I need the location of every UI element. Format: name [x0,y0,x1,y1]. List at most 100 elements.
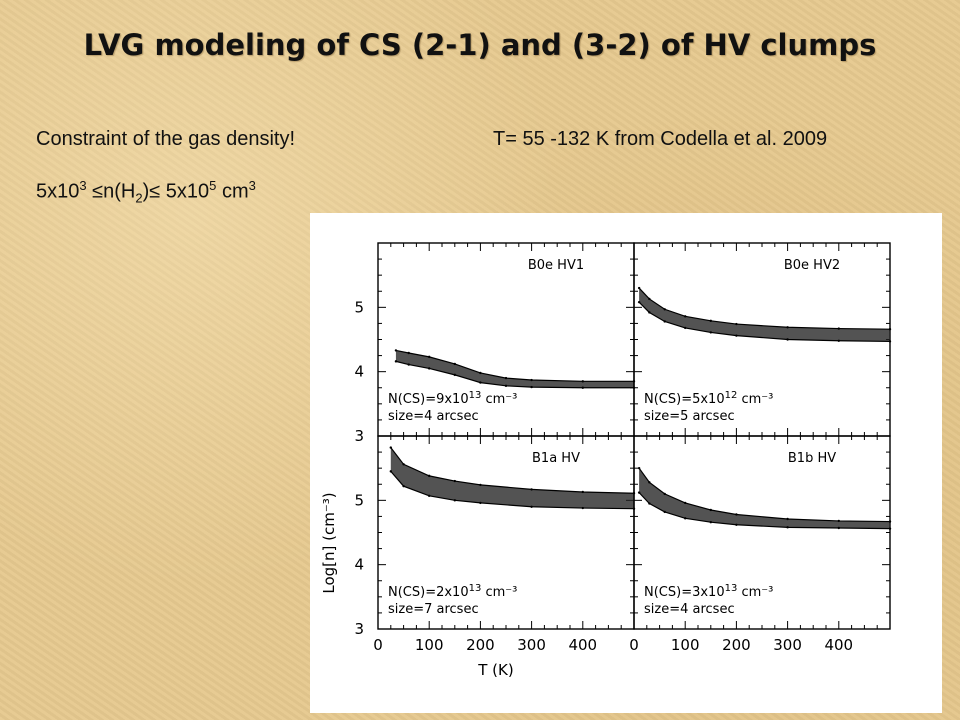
solution-band-2 [639,288,890,342]
data-point [479,501,482,505]
panel-annotation-4: N(CS)=3x1013 cm⁻³ [644,583,773,600]
x-tick-label: 300 [517,636,546,654]
data-point [581,490,584,494]
x-tick-label: 400 [568,636,597,654]
data-point [663,308,666,311]
data-point [407,363,410,366]
data-point [663,320,666,323]
data-point [786,526,789,529]
data-point [786,326,789,329]
data-point [709,508,712,512]
y-tick-label: 3 [354,620,364,638]
solution-band-4 [639,468,890,529]
data-point [735,334,738,337]
lvg-chart: B0e HV1 N(CS)=9x1013 cm⁻³ size=4 arcsec B0e… [320,242,892,679]
y-tick-label: 4 [354,363,364,381]
temperature-reference-text: T= 55 -132 K from Codella et al. 2009 [493,128,828,150]
data-point [530,378,533,382]
data-point [428,474,431,478]
density-constraint-text: Constraint of the gas density! [36,128,296,150]
x-tick-label: 200 [466,636,495,654]
series-line-3-1 [390,447,635,494]
data-point [684,517,687,520]
data-point [581,386,584,389]
data-point [888,328,892,331]
data-point [504,384,508,388]
data-point [709,331,712,334]
panel-size-2: size=5 arcsec [644,409,735,424]
panel-frame-4 [633,435,891,630]
panel-annotation-1: N(CS)=9x1013 cm⁻³ [388,390,517,407]
data-point [837,526,840,530]
data-point [428,494,431,498]
y-tick-label: 5 [354,298,364,316]
data-point [637,491,641,494]
density-lead: 5x10 [36,180,80,203]
data-point [709,521,712,524]
data-point [479,371,482,375]
data-point [389,446,392,449]
data-point [786,517,789,521]
data-point [837,327,840,330]
data-point [453,499,456,502]
data-point [504,376,508,380]
panel-annotation-3: N(CS)=2x1013 cm⁻³ [388,583,517,600]
density-exp-3: 3 [248,178,256,193]
data-point [888,527,892,530]
data-point [663,510,666,514]
panel-title-3: B1a HV [532,451,580,466]
data-point [453,362,456,366]
data-point [684,501,687,505]
data-point [407,351,410,355]
density-mid-2: )≤ 5x10 [142,180,210,203]
data-point [453,479,456,483]
data-point [684,315,687,318]
data-point [663,492,666,496]
panel-size-4: size=4 arcsec [644,602,735,617]
y-axis-label: Log[n] (cm⁻³) [320,492,338,593]
panel-title-2: B0e HV2 [784,258,840,273]
data-point [735,322,738,326]
data-point [786,338,789,341]
lvg-figure: B0e HV1 N(CS)=9x1013 cm⁻³ size=4 arcsec B0e… [310,213,942,713]
y-tick-label: 4 [354,556,364,574]
data-point [837,339,840,342]
panel-frame-1 [377,242,635,437]
panel-title-1: B0e HV1 [528,258,584,273]
panel-annotation-2: N(CS)=5x1012 cm⁻³ [644,390,773,407]
data-point [709,319,712,323]
data-point [453,373,456,377]
series-line-3-2 [390,470,635,510]
data-point [735,513,738,516]
x-tick-label: 100 [415,636,444,654]
data-point [402,484,405,488]
density-range-text: 5x103 ≤n(H2)≤ 5x105 cm3 [36,178,256,206]
data-point [837,519,840,523]
panel-size-3: size=7 arcsec [388,602,479,617]
data-point [648,311,651,314]
data-point [684,326,687,330]
x-tick-label: 400 [824,636,853,654]
data-point [402,463,405,466]
density-exp-1: 3 [79,178,87,193]
solution-band-1 [395,350,634,388]
solution-band-3 [390,447,634,509]
x-tick-label: 300 [773,636,802,654]
slide-title: LVG modeling of CS (2-1) and (3-2) of HV… [83,28,877,62]
data-point [530,505,533,508]
x-axis-label: T (K) [477,661,513,679]
data-point [735,523,738,526]
data-point [389,470,392,473]
data-point [479,381,482,384]
x-tick-label: 100 [671,636,700,654]
panel-title-4: B1b HV [788,451,836,466]
data-point [648,502,651,505]
density-exp-2: 5 [209,178,217,193]
data-point [428,355,431,359]
density-subscript: 2 [135,190,143,206]
density-mid-1: ≤n(H [86,180,136,203]
data-point [581,380,584,383]
data-point [637,300,641,304]
data-point [888,340,892,343]
x-tick-label: 0 [373,636,383,654]
